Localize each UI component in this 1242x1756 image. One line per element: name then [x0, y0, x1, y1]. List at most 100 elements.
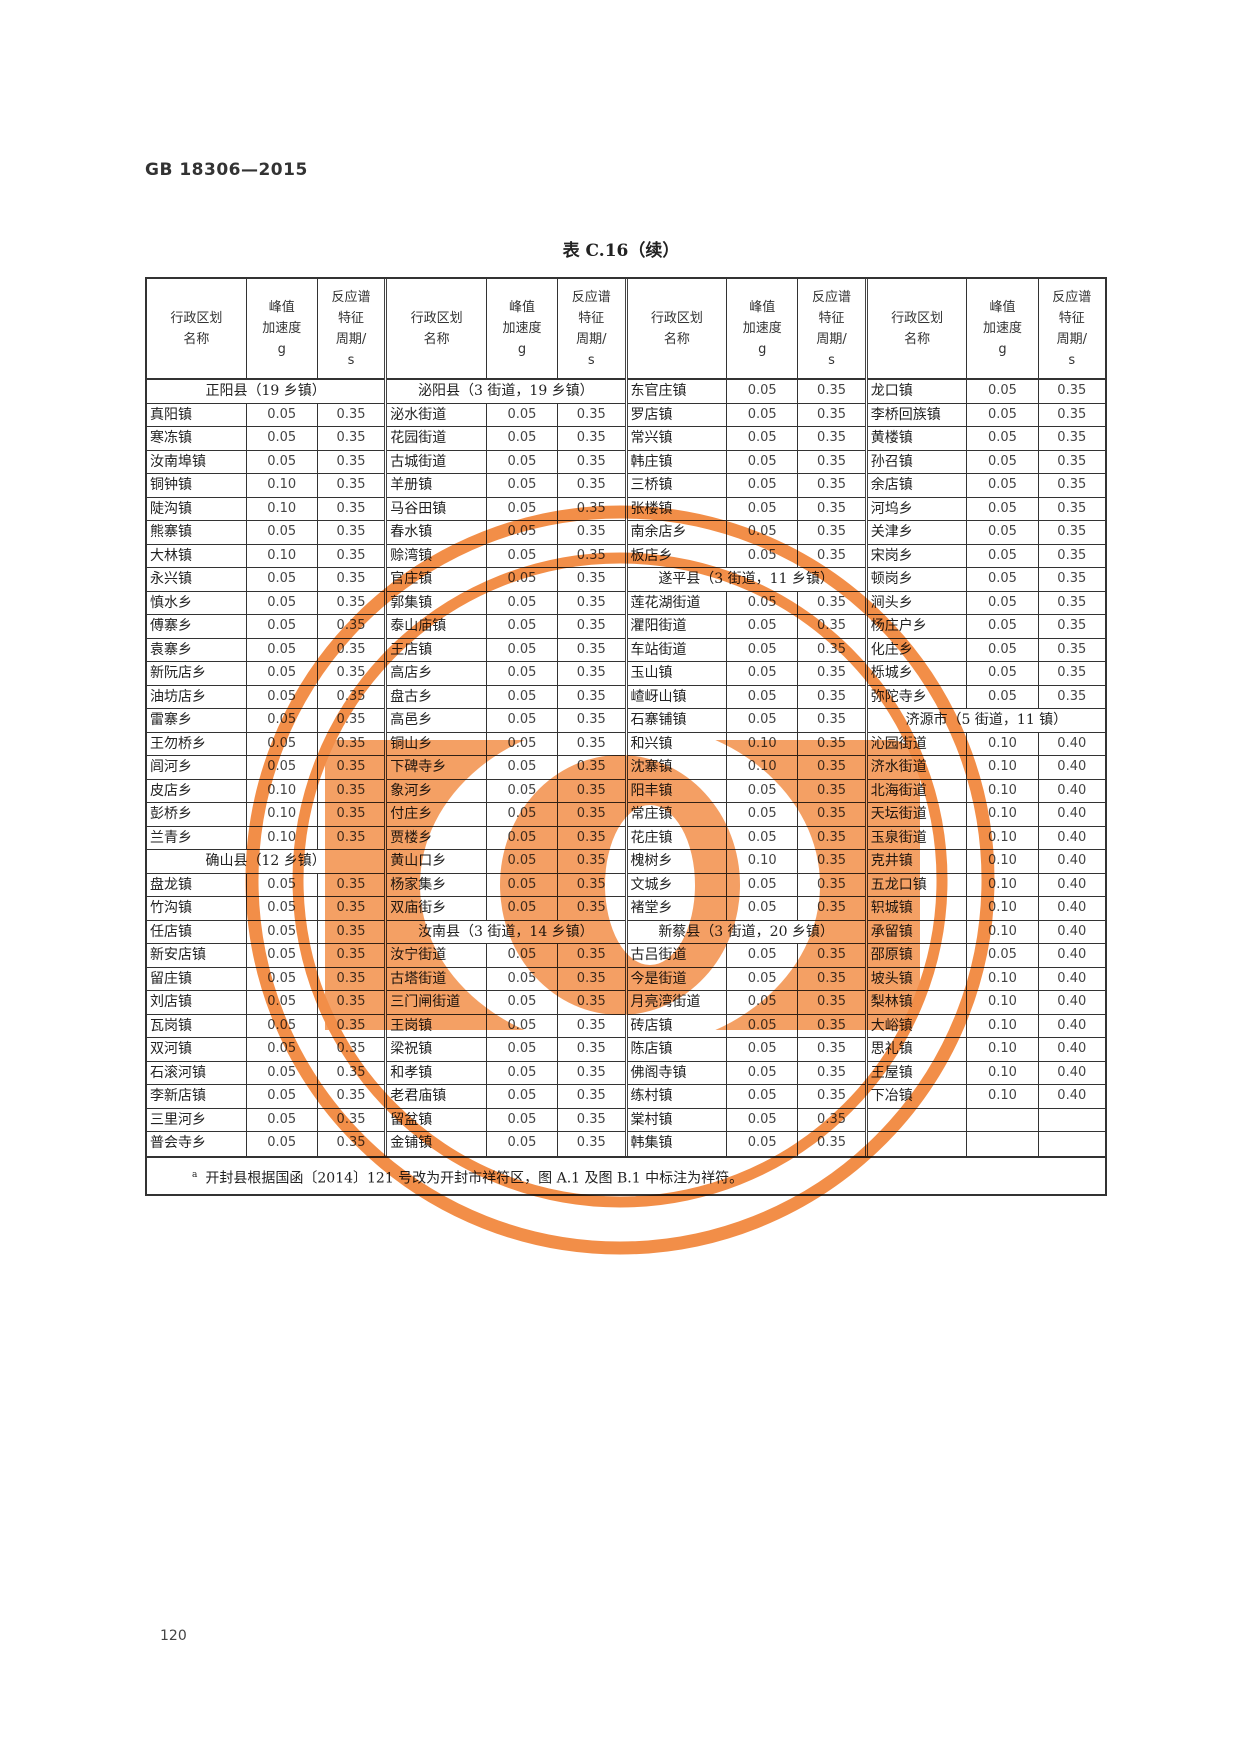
spectrum-period: 0.35 — [576, 970, 606, 986]
page-number: 120 — [160, 1628, 187, 1644]
spectrum-period: 0.35 — [817, 594, 846, 610]
peak-acceleration: 0.05 — [967, 685, 1039, 708]
spectrum-period: 0.35 — [1057, 453, 1087, 469]
spectrum-period: 0.35 — [336, 712, 366, 727]
peak-acceleration: 0.10 — [247, 803, 318, 826]
table-row: 袁寨乡 0.05 0.35 — [147, 638, 385, 662]
table-row: 竹沟镇 0.05 0.35 — [147, 897, 385, 921]
region-name: 张楼镇 — [628, 497, 728, 520]
table-row: 普会寺乡 0.05 0.35 — [147, 1132, 384, 1156]
table-row: 真阳镇 0.05 0.35 — [147, 403, 385, 427]
spectrum-period: 0.35 — [817, 970, 846, 986]
table-row: 寒冻镇 0.05 0.35 — [147, 427, 385, 451]
peak-acceleration: 0.05 — [487, 897, 559, 920]
region-name: 花庄镇 — [628, 826, 728, 849]
section-title: 泌阳县（3 街道，19 乡镇） — [418, 383, 594, 399]
spectrum-period: 0.35 — [336, 1135, 366, 1150]
region-name: 河坞乡 — [868, 497, 968, 520]
peak-acceleration: 0.10 — [967, 1085, 1039, 1108]
peak-acceleration: 0.05 — [487, 403, 559, 426]
region-name: 佛阁寺镇 — [628, 1061, 728, 1084]
spectrum-period: 0.35 — [336, 1064, 366, 1080]
region-name — [868, 1108, 968, 1131]
spectrum-period: 0.35 — [336, 900, 366, 915]
region-name: 东官庄镇 — [628, 380, 728, 403]
footnote-text: 开封县根据国函〔2014〕121 号改为开封市祥符区，图 A.1 及图 B.1 … — [205, 1170, 744, 1187]
region-name: 汝南埠镇 — [147, 450, 247, 473]
table-row: 大林镇 0.10 0.35 — [147, 544, 385, 568]
spectrum-period: 0.35 — [576, 782, 606, 798]
peak-acceleration: 0.05 — [727, 380, 799, 403]
region-name: 古塔街道 — [387, 967, 487, 990]
table-row: 留盆镇 0.05 0.35 — [387, 1108, 625, 1132]
table-row: 金铺镇 0.05 0.35 — [387, 1132, 624, 1156]
peak-acceleration: 0.05 — [487, 450, 559, 473]
spectrum-period: 0.35 — [576, 1135, 606, 1150]
spectrum-period: 0.40 — [1057, 923, 1087, 939]
table-row: 古塔街道 0.05 0.35 — [387, 967, 625, 991]
table-row: 砖店镇 0.05 0.35 — [627, 1014, 865, 1038]
spectrum-period: 0.35 — [817, 782, 846, 798]
peak-acceleration: 0.10 — [727, 756, 799, 779]
region-name: 官庄镇 — [387, 568, 487, 591]
spectrum-period: 0.35 — [817, 641, 846, 657]
table-row: 泰山庙镇 0.05 0.35 — [387, 615, 625, 639]
table-row: 官庄镇 0.05 0.35 — [387, 568, 625, 592]
section-title: 汝南县（3 街道，14 乡镇） — [418, 923, 594, 940]
spectrum-period: 0.35 — [1057, 477, 1087, 492]
spectrum-period: 0.35 — [817, 829, 846, 845]
peak-acceleration: 0.05 — [727, 544, 799, 567]
region-name: 李新店镇 — [147, 1085, 247, 1108]
peak-acceleration: 0.05 — [727, 1061, 799, 1084]
spectrum-period: 0.35 — [817, 500, 846, 516]
region-name: 傅寨乡 — [147, 615, 247, 638]
table-row: 关津乡 0.05 0.35 — [867, 521, 1105, 545]
spectrum-period: 0.35 — [576, 806, 606, 821]
table-row: 铜钟镇 0.10 0.35 — [147, 474, 385, 498]
spectrum-period: 0.35 — [576, 547, 606, 563]
table-row: 盘古乡 0.05 0.35 — [387, 685, 625, 709]
header-row: 行政区划 名称 峰值 加速度 g 反应谱 特征 周期/ s — [627, 279, 865, 380]
peak-acceleration: 0.10 — [967, 732, 1039, 755]
table-row: 古吕街道 0.05 0.35 — [627, 944, 865, 968]
region-name: 罗店镇 — [628, 403, 728, 426]
header-row: 行政区划 名称 峰值 加速度 g 反应谱 特征 周期/ s — [387, 279, 625, 380]
spectrum-period: 0.35 — [336, 430, 366, 445]
header-name: 行政区划 名称 — [628, 279, 728, 378]
peak-acceleration: 0.05 — [487, 873, 559, 896]
region-name: 梨林镇 — [868, 991, 968, 1014]
table-row: 王店镇 0.05 0.35 — [387, 638, 625, 662]
spectrum-period: 0.35 — [576, 1017, 606, 1033]
region-name: 兰青乡 — [147, 826, 247, 849]
table-row: 东官庄镇 0.05 0.35 — [627, 380, 865, 404]
spectrum-period: 0.35 — [817, 1064, 846, 1080]
header-peak-acceleration: 峰值 加速度 g — [487, 279, 559, 378]
table-row: 李桥回族镇 0.05 0.35 — [867, 403, 1105, 427]
spectrum-period: 0.35 — [336, 759, 366, 774]
region-name: 五龙口镇 — [868, 873, 968, 896]
region-name: 高邑乡 — [387, 709, 487, 732]
peak-acceleration: 0.05 — [487, 1038, 559, 1061]
section-row: 正阳县（19 乡镇） — [147, 380, 385, 404]
header-name: 行政区划 名称 — [147, 279, 247, 378]
table-row: 慎水乡 0.05 0.35 — [147, 591, 385, 615]
region-name: 阳丰镇 — [628, 779, 728, 802]
peak-acceleration: 0.05 — [247, 450, 318, 473]
peak-acceleration: 0.05 — [247, 967, 318, 990]
table-row: 常兴镇 0.05 0.35 — [627, 427, 865, 451]
table-row — [867, 1108, 1105, 1132]
table-footnote: a 开封县根据国函〔2014〕121 号改为开封市祥符区，图 A.1 及图 B.1… — [147, 1155, 1105, 1194]
spectrum-period: 0.35 — [336, 477, 366, 492]
region-name: 灈阳街道 — [628, 615, 728, 638]
peak-acceleration: 0.05 — [487, 944, 559, 967]
peak-acceleration: 0.05 — [487, 779, 559, 802]
header-period: 反应谱 特征 周期/ s — [812, 289, 852, 368]
table-row: 三桥镇 0.05 0.35 — [627, 474, 865, 498]
region-name: 盘龙镇 — [147, 873, 247, 896]
table-row: 象河乡 0.05 0.35 — [387, 779, 625, 803]
table-row: 棠村镇 0.05 0.35 — [627, 1108, 865, 1132]
spectrum-period: 0.35 — [336, 500, 366, 516]
peak-acceleration: 0.05 — [247, 1132, 318, 1156]
table-row: 泌水街道 0.05 0.35 — [387, 403, 625, 427]
table-row: 李新店镇 0.05 0.35 — [147, 1085, 385, 1109]
